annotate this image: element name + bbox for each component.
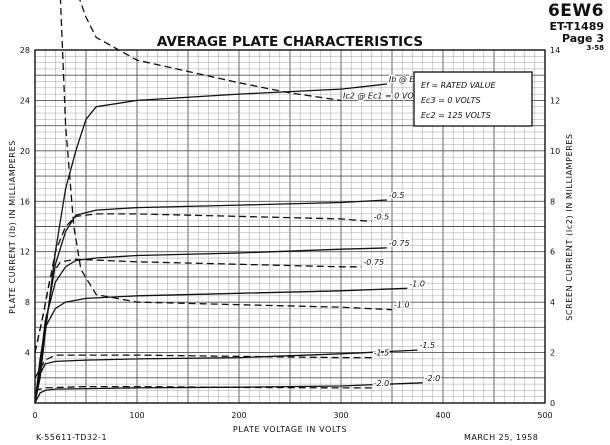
plate-curve-label: -0.5: [389, 191, 405, 200]
x-tick-label: 200: [231, 411, 246, 420]
screen-curve: [79, 0, 342, 102]
date-code: 3-58: [586, 44, 604, 52]
y-tick-label: 28: [20, 46, 30, 55]
x-tick-label: 300: [333, 411, 348, 420]
screen-curve: [34, 354, 372, 379]
y-tick-label: 20: [20, 147, 30, 156]
y2-tick-label: 8: [550, 197, 555, 206]
x-tick-label: 0: [32, 411, 37, 420]
page-number: Page 3: [561, 32, 604, 45]
x-tick-label: 500: [537, 411, 552, 420]
footer-date: MARCH 25, 1958: [464, 433, 539, 442]
y2-tick-label: 14: [550, 46, 560, 55]
plot-frame: [34, 49, 546, 404]
x-axis-label: PLATE VOLTAGE IN VOLTS: [233, 425, 347, 434]
conditions-box: Ef = RATED VALUE Ec3 = 0 VOLTS Ec2 = 125…: [413, 71, 533, 127]
y2-tick-label: 6: [550, 248, 555, 257]
tube-type: 6EW6: [547, 1, 604, 21]
y-tick-label: 24: [20, 96, 30, 105]
screen-curve-label: Ic2 @ Ec1 = 0 VOLTS: [343, 91, 428, 100]
document-number: ET-T1489: [549, 20, 604, 33]
x-tick-label: 100: [129, 411, 144, 420]
screen-curve-label: -1.5: [374, 349, 390, 358]
y2-axis-label: SCREEN CURRENT (Ic2) IN MILLIAMPERES: [565, 133, 574, 321]
y-tick-label: 8: [25, 298, 30, 307]
y2-tick-label: 10: [550, 147, 560, 156]
screen-curve-label: -0.5: [374, 212, 390, 221]
plate-curve: [34, 287, 408, 404]
condition-ec3: Ec3 = 0 VOLTS: [421, 96, 481, 105]
y-tick-label: 12: [20, 248, 30, 257]
plate-curve-label: -1.5: [420, 341, 436, 350]
plate-curve-label: -0.75: [389, 239, 410, 248]
screen-curve: [34, 385, 372, 392]
y-axis-label: PLATE CURRENT (Ib) IN MILLIAMPERES: [8, 140, 17, 314]
condition-ec2: Ec2 = 125 VOLTS: [421, 111, 491, 120]
conditions-box-frame: [413, 71, 533, 127]
y2-tick-label: 0: [550, 399, 555, 408]
plate-curve-label: -2.0: [425, 374, 441, 383]
chart-curves: [34, 0, 423, 404]
y2-tick-label: 12: [550, 96, 560, 105]
plate-curve: [34, 83, 387, 404]
plate-curve: [34, 349, 418, 404]
chart-title: AVERAGE PLATE CHARACTERISTICS: [157, 34, 423, 50]
y-tick-label: 16: [20, 197, 30, 206]
screen-curve: [34, 258, 362, 353]
screen-curve-label: -1.0: [394, 301, 410, 310]
y2-tick-label: 4: [550, 298, 555, 307]
plate-curve: [34, 382, 423, 404]
screen-curve-label: -0.75: [363, 258, 384, 267]
plate-curve: [34, 199, 387, 404]
screen-curve: [59, 0, 393, 311]
condition-ef: Ef = RATED VALUE: [421, 81, 496, 90]
y2-tick-label: 2: [550, 349, 555, 358]
y-tick-label: 4: [25, 349, 30, 358]
drawing-number: K-55611-TD32-1: [36, 433, 108, 442]
screen-curve-label: -2.0: [374, 379, 390, 388]
plate-curve: [34, 247, 387, 404]
x-tick-label: 400: [435, 411, 450, 420]
plate-curve-label: -1.0: [409, 279, 425, 288]
